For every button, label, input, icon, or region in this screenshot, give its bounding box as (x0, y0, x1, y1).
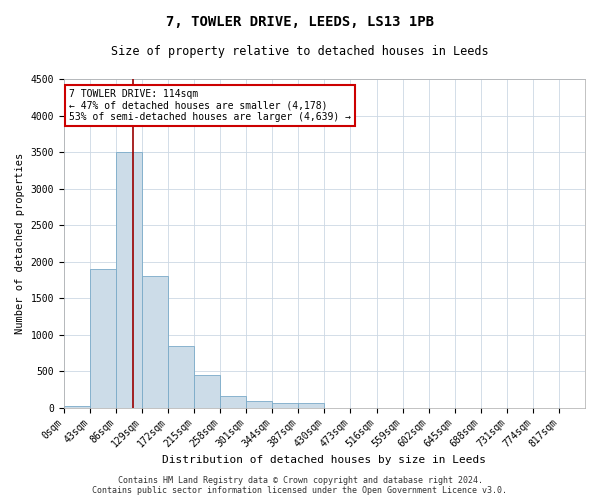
Bar (142, 276, 168, 407)
Bar (116, 152, 142, 407)
Bar (90, 269, 116, 407)
Y-axis label: Number of detached properties: Number of detached properties (15, 152, 25, 334)
Bar (247, 401, 272, 407)
X-axis label: Distribution of detached houses by size in Leeds: Distribution of detached houses by size … (163, 455, 487, 465)
Bar (220, 396, 246, 407)
Bar (168, 346, 194, 408)
Bar (64, 406, 89, 408)
Text: 7 TOWLER DRIVE: 114sqm
← 47% of detached houses are smaller (4,178)
53% of semi-: 7 TOWLER DRIVE: 114sqm ← 47% of detached… (69, 89, 351, 122)
Bar (194, 375, 220, 408)
Bar (272, 402, 298, 407)
Text: Size of property relative to detached houses in Leeds: Size of property relative to detached ho… (111, 45, 489, 58)
Bar (298, 404, 324, 407)
Text: Contains HM Land Registry data © Crown copyright and database right 2024.
Contai: Contains HM Land Registry data © Crown c… (92, 476, 508, 495)
Text: 7, TOWLER DRIVE, LEEDS, LS13 1PB: 7, TOWLER DRIVE, LEEDS, LS13 1PB (166, 15, 434, 29)
